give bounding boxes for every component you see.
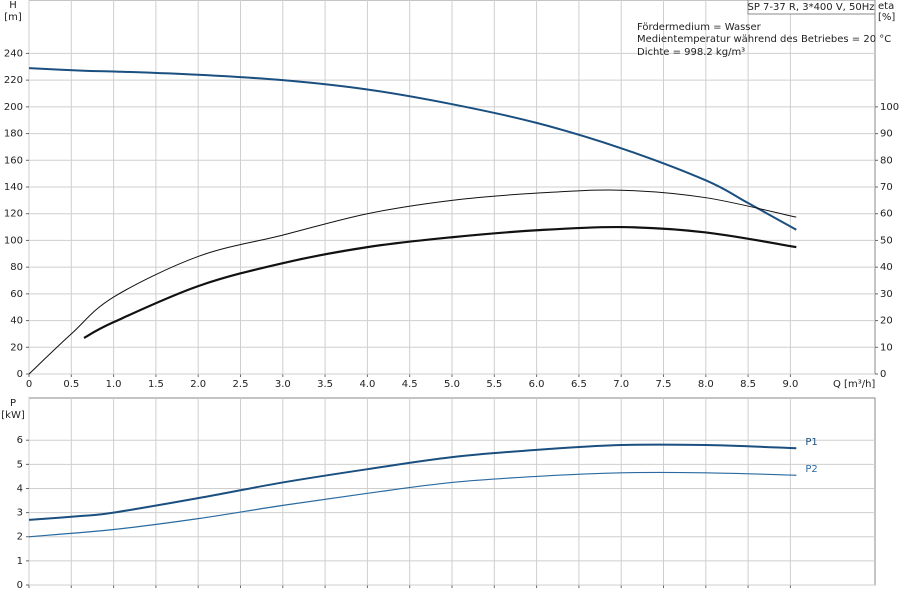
info-line: Dichte = 998.2 kg/m³ (637, 47, 745, 58)
y-tick-label: 40 (10, 316, 23, 327)
y-tick-label: 220 (4, 75, 23, 86)
y2-tick-label: 40 (880, 262, 893, 273)
y-tick-label: 0 (17, 580, 23, 591)
series-line (28, 443, 797, 521)
y2-tick-label: 30 (880, 289, 893, 300)
y-tick-label: 140 (4, 182, 23, 193)
x-tick-label: 3.5 (317, 379, 333, 390)
y-axis-label: H (9, 0, 17, 11)
x-tick-label: 7.5 (656, 379, 672, 390)
info-line: Medientemperatur während des Betriebes =… (637, 34, 891, 45)
x-tick-label: 0 (26, 379, 32, 390)
y-tick-label: 200 (4, 102, 23, 113)
x-tick-label: 0.5 (63, 379, 79, 390)
x-tick-label: 1.5 (148, 379, 164, 390)
y-tick-label: 4 (17, 483, 23, 494)
x-tick-label: 2.0 (190, 379, 206, 390)
x-tick-label: 1.0 (106, 379, 122, 390)
series-label: P1 (805, 437, 817, 448)
x-tick-label: 6.5 (571, 379, 587, 390)
y-tick-label: 0 (17, 369, 23, 380)
x-tick-label: 4.5 (402, 379, 418, 390)
y2-tick-label: 50 (880, 235, 893, 246)
x-axis-label: Q [m³/h] (833, 379, 875, 390)
y-tick-label: 100 (4, 235, 23, 246)
x-tick-label: 8.0 (698, 379, 714, 390)
title-box (747, 0, 876, 15)
y-tick-label: 3 (17, 508, 23, 519)
y-axis-unit: [kW] (1, 410, 25, 421)
series-line (83, 225, 797, 339)
y2-tick-label: 100 (880, 102, 899, 113)
y-tick-label: 80 (10, 262, 23, 273)
chart-title: SP 7-37 R, 3*400 V, 50Hz (747, 2, 874, 13)
y2-tick-label: 90 (880, 129, 893, 140)
y2-tick-label: 80 (880, 155, 893, 166)
y2-tick-label: 70 (880, 182, 893, 193)
x-tick-label: 6.0 (529, 379, 545, 390)
y2-tick-label: 20 (880, 316, 893, 327)
y2-axis-unit: [%] (878, 12, 895, 23)
y-tick-label: 120 (4, 209, 23, 220)
series-line (28, 189, 797, 375)
x-tick-label: 4.0 (359, 379, 375, 390)
y-tick-label: 1 (17, 556, 23, 567)
y2-tick-label: 10 (880, 342, 893, 353)
y-axis-unit: [m] (4, 12, 22, 23)
info-line: Fördermedium = Wasser (637, 22, 762, 33)
y-tick-label: 5 (17, 459, 23, 470)
x-tick-label: 2.5 (233, 379, 249, 390)
y-tick-label: 2 (17, 532, 23, 543)
y-tick-label: 60 (10, 289, 23, 300)
x-tick-label: 5.0 (444, 379, 460, 390)
y-tick-label: 240 (4, 48, 23, 59)
series-line (28, 471, 797, 538)
y-axis-label: P (10, 398, 16, 409)
x-tick-label: 8.5 (740, 379, 756, 390)
series-label: P2 (805, 464, 817, 475)
x-tick-label: 7.0 (613, 379, 629, 390)
y2-axis-label: eta (878, 1, 894, 12)
y2-tick-label: 0 (880, 369, 886, 380)
y2-tick-label: 60 (880, 209, 893, 220)
series-line (28, 67, 797, 231)
x-tick-label: 5.5 (486, 379, 502, 390)
y-tick-label: 20 (10, 342, 23, 353)
y-tick-label: 180 (4, 129, 23, 140)
x-tick-label: 3.0 (275, 379, 291, 390)
y-tick-label: 6 (17, 435, 23, 446)
y-tick-label: 160 (4, 155, 23, 166)
x-tick-label: 9.0 (782, 379, 798, 390)
